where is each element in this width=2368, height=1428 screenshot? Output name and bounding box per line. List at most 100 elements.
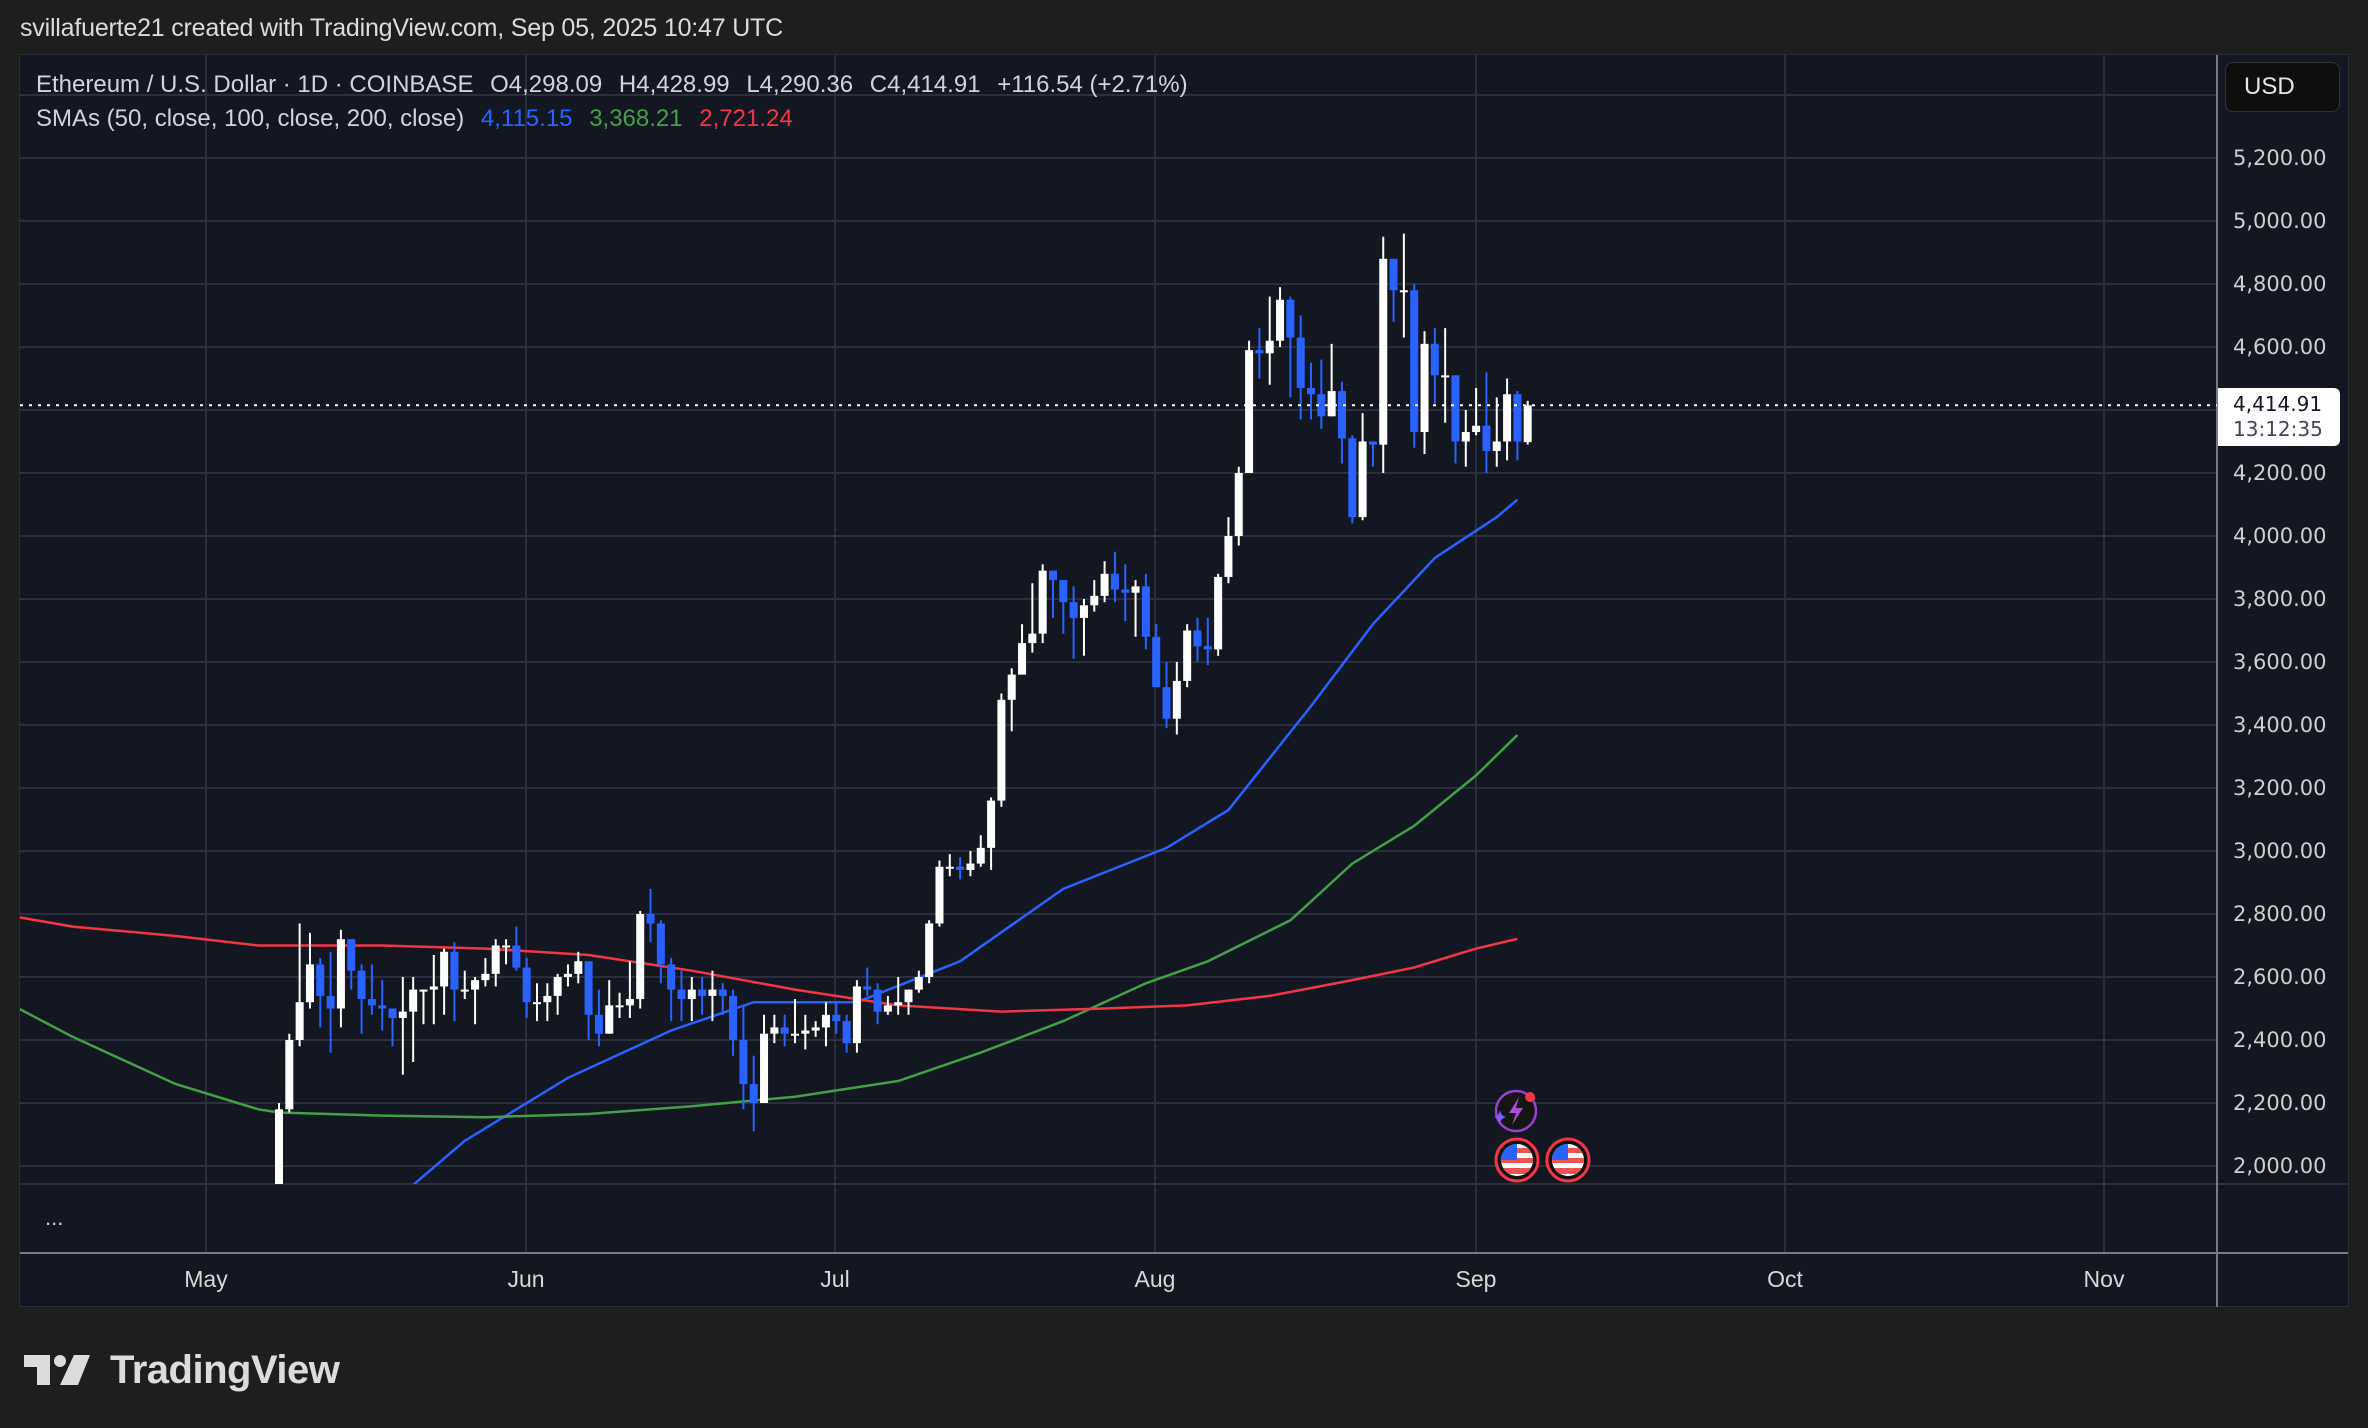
- candle: [460, 989, 469, 992]
- candle: [956, 866, 965, 870]
- candle: [780, 1027, 789, 1034]
- candle: [533, 1002, 541, 1005]
- candle: [925, 923, 934, 977]
- last-price-tag: 4,414.91 13:12:35: [2218, 388, 2340, 446]
- candle: [1296, 337, 1305, 388]
- time-axis-label: Jul: [820, 1266, 850, 1292]
- symbol-legend-row[interactable]: Ethereum / U.S. Dollar · 1D · COINBASE O…: [36, 68, 1198, 102]
- candle: [966, 863, 975, 870]
- candle: [687, 989, 696, 1000]
- candle: [1286, 299, 1295, 338]
- price-axis-label: 2,800.00: [2233, 902, 2327, 926]
- sma100-value: 3,368.21: [589, 105, 683, 132]
- candle: [502, 945, 511, 948]
- candle: [553, 977, 562, 996]
- candle: [398, 1011, 407, 1018]
- time-axis-label: Nov: [2083, 1266, 2125, 1292]
- indicator-pane-menu[interactable]: ...: [45, 1205, 64, 1230]
- candle: [811, 1027, 820, 1031]
- candle: [1162, 687, 1171, 719]
- candle: [1028, 633, 1037, 644]
- candle: [378, 1005, 387, 1009]
- price-change: +116.54 (+2.71%): [997, 71, 1188, 98]
- candle: [791, 1033, 799, 1036]
- candle: [1224, 536, 1233, 577]
- candle: [1059, 580, 1068, 603]
- candle: [1245, 350, 1254, 473]
- candle: [305, 964, 314, 1003]
- candle: [357, 970, 366, 1000]
- time-axis-label: May: [184, 1266, 228, 1292]
- candle: [1472, 425, 1481, 433]
- candle: [336, 939, 345, 1009]
- news-flash-icon[interactable]: [1488, 1087, 1544, 1135]
- candle: [1482, 425, 1491, 451]
- sma50-line: [412, 498, 1519, 1184]
- sma-label[interactable]: SMAs (50, close, 100, close, 200, close): [36, 105, 465, 132]
- us-economic-event-icon[interactable]: [1494, 1137, 1540, 1183]
- price-axis-label: 3,400.00: [2233, 713, 2327, 737]
- candle: [760, 1033, 769, 1103]
- candle: [605, 1005, 614, 1034]
- candle: [625, 999, 634, 1006]
- candle: [419, 989, 428, 992]
- candle: [667, 964, 676, 990]
- candle: [1018, 643, 1027, 675]
- sma-legend-row[interactable]: SMAs (50, close, 100, close, 200, close)…: [36, 102, 1198, 136]
- candle: [1049, 570, 1057, 581]
- candle: [1307, 387, 1315, 395]
- candle: [842, 1021, 851, 1044]
- price-axis-label: 4,800.00: [2233, 272, 2327, 296]
- candle: [512, 945, 521, 968]
- candle: [656, 923, 665, 965]
- candle: [1420, 343, 1429, 433]
- candle: [594, 1014, 603, 1034]
- candle: [636, 914, 645, 1000]
- candle: [615, 1005, 624, 1008]
- candle: [935, 866, 944, 924]
- candle: [1317, 394, 1326, 417]
- candle: [563, 973, 572, 977]
- candle: [1255, 350, 1264, 354]
- price-axis-label: 4,600.00: [2233, 335, 2327, 359]
- sma200-value: 2,721.24: [699, 105, 793, 132]
- candle: [1523, 405, 1532, 443]
- candle: [997, 699, 1006, 801]
- time-axis-label: Oct: [1767, 1266, 1803, 1292]
- ohlc-close: C4,414.91: [869, 71, 981, 98]
- candle: [1193, 630, 1202, 647]
- currency-button[interactable]: USD: [2225, 62, 2340, 112]
- candle: [708, 989, 717, 996]
- candle: [1234, 473, 1243, 536]
- candle: [1513, 394, 1522, 442]
- ohlc-low: L4,290.36: [746, 71, 854, 98]
- candle: [801, 1030, 810, 1034]
- candle: [770, 1027, 779, 1034]
- candle: [481, 973, 490, 981]
- time-axis-label: Jun: [507, 1266, 545, 1292]
- candle: [821, 1014, 830, 1028]
- candle: [677, 989, 686, 1000]
- chart-caption: svillafuerte21 created with TradingView.…: [20, 14, 783, 42]
- candle: [852, 986, 861, 1044]
- candle: [1276, 299, 1285, 341]
- candle: [904, 989, 913, 1003]
- symbol-title[interactable]: Ethereum / U.S. Dollar · 1D · COINBASE: [36, 71, 474, 98]
- candle: [1441, 375, 1450, 378]
- us-economic-event-icon[interactable]: [1545, 1137, 1591, 1183]
- sma200-line: [20, 916, 1518, 1013]
- candle: [388, 1008, 397, 1018]
- candle: [1451, 375, 1460, 442]
- candle: [1461, 432, 1470, 442]
- price-axis-label: 3,800.00: [2233, 587, 2327, 611]
- chart-legend: Ethereum / U.S. Dollar · 1D · COINBASE O…: [36, 68, 1198, 136]
- candle: [1110, 573, 1119, 590]
- candle: [1079, 605, 1088, 618]
- candle: [275, 1109, 283, 1184]
- candle: [574, 961, 583, 974]
- candle: [450, 951, 459, 990]
- candle: [1069, 602, 1078, 618]
- price-axis-label: 3,200.00: [2233, 776, 2327, 800]
- candle: [440, 951, 449, 987]
